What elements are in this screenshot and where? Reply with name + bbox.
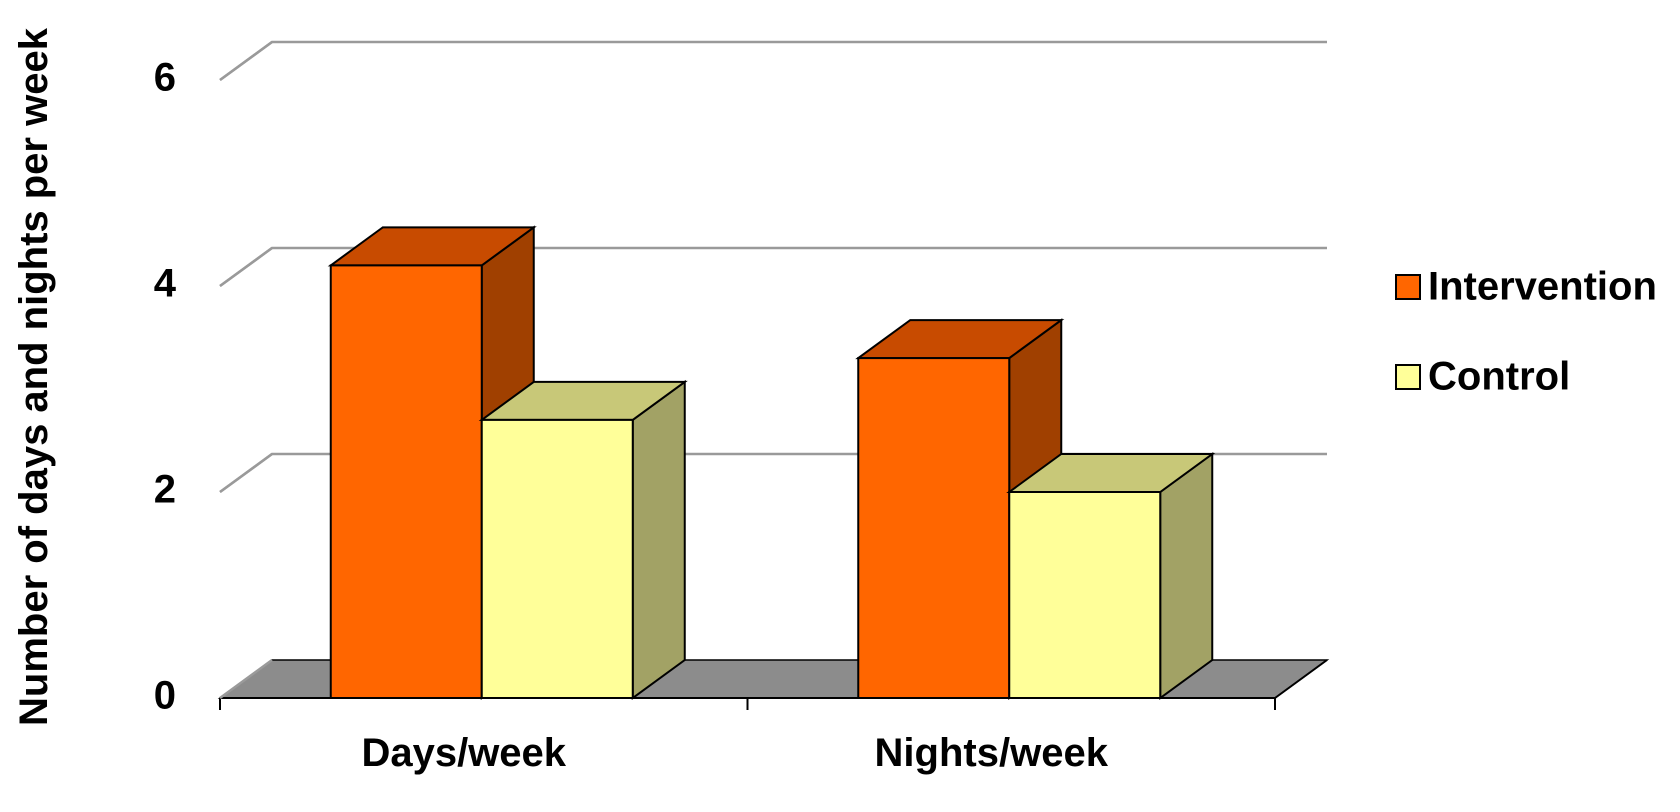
x-category-labels: Days/week Nights/week — [361, 731, 1108, 775]
x-category-label: Days/week — [361, 731, 566, 775]
y-tick-label: 2 — [154, 468, 176, 512]
axes — [219, 40, 1328, 710]
legend-swatch-intervention — [1395, 274, 1421, 300]
legend-swatch-control — [1395, 364, 1421, 390]
bar-front — [329, 264, 483, 699]
legend-label-control: Control — [1428, 355, 1570, 399]
y-tick-label: 0 — [154, 674, 176, 718]
y-tick-label: 4 — [154, 262, 177, 306]
gridline — [219, 40, 1327, 82]
bar-front — [1008, 491, 1162, 699]
bar-side — [631, 379, 686, 700]
bars — [327, 225, 1216, 700]
legend: Intervention Control — [1395, 265, 1657, 399]
bar-intervention — [327, 225, 537, 700]
x-axis-depth-line — [1274, 659, 1328, 699]
y-axis-tick — [219, 246, 273, 288]
bar-front — [857, 357, 1011, 699]
chart-walls — [220, 42, 272, 698]
y-axis-tick — [219, 658, 273, 700]
y-tick-label: 6 — [154, 56, 176, 100]
legend-label-intervention: Intervention — [1428, 265, 1657, 309]
y-axis-tick — [219, 40, 273, 82]
bar-front — [480, 418, 634, 699]
bar-control — [1006, 452, 1216, 700]
y-tick-labels: 0 2 4 6 — [154, 56, 177, 718]
side-wall — [220, 42, 272, 698]
x-category-label: Nights/week — [875, 731, 1109, 775]
y-axis-title: Number of days and nights per week — [12, 27, 56, 726]
y-axis-tick — [219, 452, 273, 494]
bar-control — [478, 379, 688, 700]
bar-side — [1159, 452, 1214, 700]
